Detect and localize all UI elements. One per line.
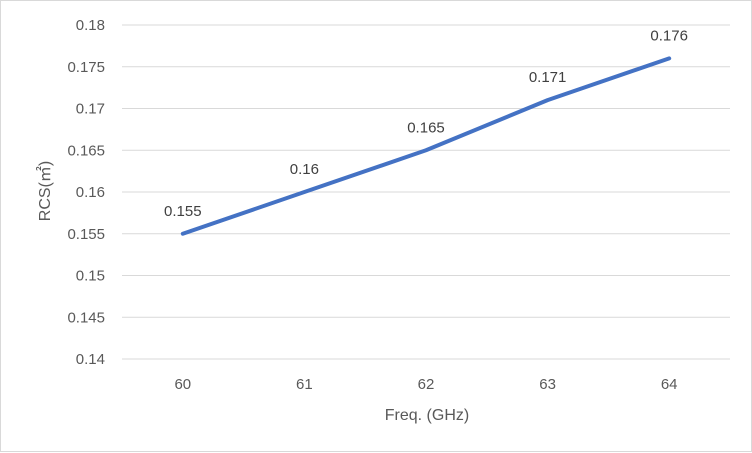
y-tick-label: 0.14 (76, 351, 105, 368)
data-label: 0.165 (407, 119, 445, 136)
data-labels: 0.155 0.16 0.165 0.171 0.176 (164, 27, 688, 219)
series-group (180, 56, 672, 236)
data-label: 0.155 (164, 203, 202, 220)
data-label: 0.171 (529, 69, 567, 86)
y-tick-label: 0.16 (76, 184, 105, 201)
x-tick-label: 63 (539, 376, 556, 393)
x-tick-label: 64 (661, 376, 678, 393)
series-line (180, 56, 672, 236)
data-label: 0.176 (650, 27, 688, 44)
y-tick-label: 0.15 (76, 268, 105, 285)
y-tick-label: 0.155 (67, 226, 105, 243)
y-tick-label: 0.18 (76, 17, 105, 34)
y-tick-label: 0.165 (67, 142, 105, 159)
y-axis-title: RCS(㎡) (36, 161, 54, 221)
x-tick-label: 62 (418, 376, 435, 393)
x-tick-label: 61 (296, 376, 313, 393)
y-tick-label: 0.175 (67, 59, 105, 76)
data-label: 0.16 (290, 161, 319, 178)
y-axis-ticks: 0.14 0.145 0.15 0.155 0.16 0.165 0.17 0.175 0.18 (67, 17, 105, 368)
y-tick-label: 0.145 (67, 309, 105, 326)
x-tick-label: 60 (174, 376, 191, 393)
gridlines (122, 24, 730, 360)
x-axis-title: Freq. (GHz) (385, 407, 469, 424)
x-axis-ticks: 60 61 62 63 64 (174, 376, 677, 393)
y-tick-label: 0.17 (76, 101, 105, 118)
